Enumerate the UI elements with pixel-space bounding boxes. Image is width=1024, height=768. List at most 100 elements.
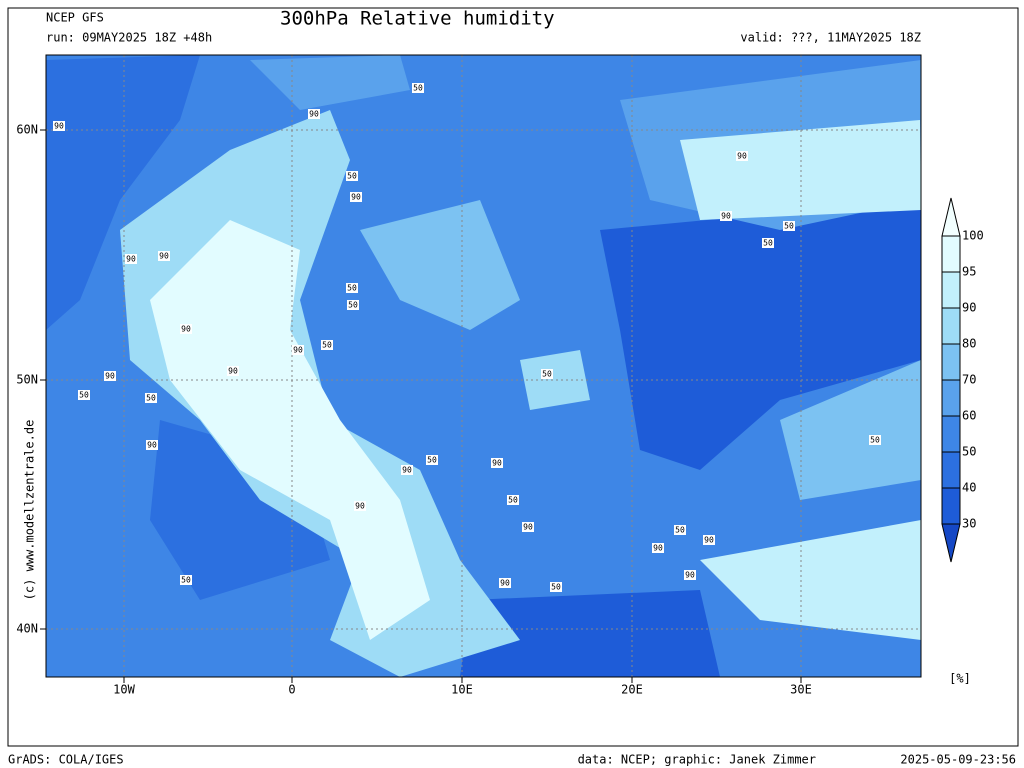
- colorbar-unit: [%]: [949, 672, 971, 686]
- contour-label-bg: [499, 578, 511, 588]
- contour-label: 90: [351, 193, 361, 202]
- lat-label: 40N: [16, 622, 38, 636]
- lat-label: 60N: [16, 123, 38, 137]
- field-dry: [600, 200, 921, 470]
- contour-label-bg: [146, 440, 158, 450]
- contour-label: 50: [675, 526, 685, 535]
- contour-label-bg: [104, 371, 116, 381]
- colorbar-label: 95: [962, 265, 976, 279]
- contour-label-bg: [783, 221, 795, 231]
- contour-label-bg: [346, 283, 358, 293]
- contour-label-bg: [78, 390, 90, 400]
- contour-label: 50: [784, 222, 794, 231]
- contour-label: 50: [542, 370, 552, 379]
- colorbar-box: [941, 451, 961, 489]
- colorbar-box: [941, 379, 961, 417]
- colorbar-box: [941, 235, 961, 273]
- contour-label-bg: [346, 171, 358, 181]
- contour-label-bg: [703, 535, 715, 545]
- colorbar-box: [941, 307, 961, 345]
- contour-label: 90: [309, 110, 319, 119]
- contour-label: 90: [181, 325, 191, 334]
- contour-label: 90: [54, 122, 64, 131]
- map-border: [45, 54, 922, 678]
- contour-label: 90: [402, 466, 412, 475]
- colorbar-label: 90: [962, 301, 976, 315]
- colorbar-label: 40: [962, 481, 976, 495]
- contour-label: 50: [79, 391, 89, 400]
- valid: valid: ???, 11MAY2025 18Z: [740, 31, 921, 45]
- contour-label-bg: [550, 582, 562, 592]
- lon-label: 30E: [790, 683, 812, 697]
- field-moist: [360, 200, 520, 330]
- map-field: [46, 55, 921, 677]
- contour-label-bg: [674, 525, 686, 535]
- colorbar-box: [941, 343, 961, 381]
- contour-label: 50: [870, 436, 880, 445]
- contour-label-bg: [321, 340, 333, 350]
- contour-label-bg: [736, 151, 748, 161]
- colorbar-bottom: [941, 523, 961, 563]
- contour-label: 50: [347, 284, 357, 293]
- contour-label: 50: [413, 84, 423, 93]
- contour-label-bg: [720, 211, 732, 221]
- title: 300hPa Relative humidity: [280, 8, 555, 30]
- contour-label-bg: [292, 345, 304, 355]
- lat-label: 50N: [16, 373, 38, 387]
- lon-label: 20E: [621, 683, 643, 697]
- contour-label: 90: [492, 459, 502, 468]
- run: run: 09MAY2025 18Z +48h: [46, 31, 212, 45]
- field-wet: [520, 350, 590, 410]
- colorbar-label: 100: [962, 229, 984, 243]
- contour-label-bg: [227, 366, 239, 376]
- contour-label: 90: [704, 536, 714, 545]
- footer-right: 2025-05-09-23:56: [900, 753, 1016, 767]
- contour-label-bg: [522, 522, 534, 532]
- lon-label: 10W: [113, 683, 135, 697]
- contour-label-bg: [652, 543, 664, 553]
- contour-label: 50: [427, 456, 437, 465]
- field-moist: [780, 360, 921, 500]
- contour-label: 90: [737, 152, 747, 161]
- footer-center: data: NCEP; graphic: Janek Zimmer: [578, 753, 816, 767]
- contour-label: 90: [126, 255, 136, 264]
- contour-label-bg: [350, 192, 362, 202]
- contour-label-bg: [53, 121, 65, 131]
- contour-label-bg: [426, 455, 438, 465]
- colorbar-label: 30: [962, 517, 976, 531]
- contour-label: 50: [508, 496, 518, 505]
- colorbar-label: 60: [962, 409, 976, 423]
- contour-label-bg: [491, 458, 503, 468]
- contour-label-bg: [145, 393, 157, 403]
- contour-label: 90: [355, 502, 365, 511]
- contour-label-bg: [412, 83, 424, 93]
- contour-label-bg: [308, 109, 320, 119]
- contour-label-bg: [180, 575, 192, 585]
- grid: [46, 55, 921, 677]
- colorbar-box: [941, 415, 961, 453]
- contour-label: 90: [653, 544, 663, 553]
- contour-label: 90: [523, 523, 533, 532]
- contour-label: 90: [685, 571, 695, 580]
- contour-label-bg: [401, 465, 413, 475]
- contour-label-bg: [684, 570, 696, 580]
- frame: [7, 7, 1019, 747]
- colorbar-box: [941, 487, 961, 525]
- contour-label: 50: [551, 583, 561, 592]
- field-dry: [46, 55, 200, 330]
- field-wet: [700, 520, 921, 640]
- watermark: (c) www.modellzentrale.de: [23, 420, 37, 601]
- contour-label-bg: [347, 300, 359, 310]
- contour-label: 50: [348, 301, 358, 310]
- field-moist: [250, 55, 410, 110]
- field-wet: [150, 220, 430, 640]
- footer-left: GrADS: COLA/IGES: [8, 753, 124, 767]
- contour-label-bg: [541, 369, 553, 379]
- contour-label-bg: [507, 495, 519, 505]
- colorbar-top: [941, 197, 961, 237]
- lon-label: 10E: [451, 683, 473, 697]
- contour-label: 50: [322, 341, 332, 350]
- contour-label: 90: [159, 252, 169, 261]
- contour-label-bg: [762, 238, 774, 248]
